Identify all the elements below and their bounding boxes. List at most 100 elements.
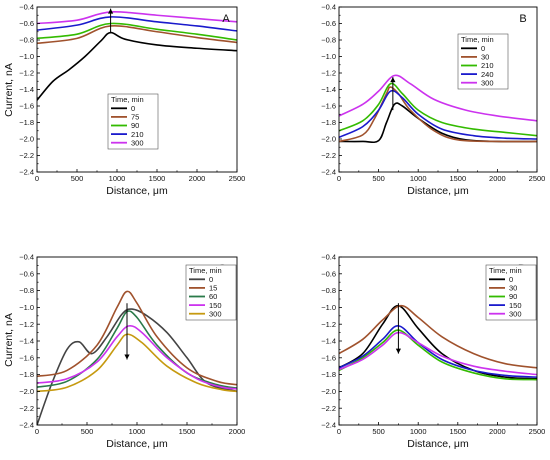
legend-label: 0 xyxy=(209,275,213,284)
series-line-90 xyxy=(339,329,537,381)
y-tick-label: −1.8 xyxy=(19,370,34,379)
y-tick-label: −0.4 xyxy=(321,253,336,262)
y-tick-label: −1.4 xyxy=(321,85,336,94)
y-tick-label: −1.4 xyxy=(19,85,34,94)
y-tick-label: −0.8 xyxy=(321,36,336,45)
y-tick-label: −0.8 xyxy=(321,286,336,295)
series-line-75 xyxy=(37,25,237,45)
legend-label: 300 xyxy=(131,138,144,147)
y-tick-label: −0.6 xyxy=(19,269,34,278)
legend-box xyxy=(107,93,159,150)
x-tick-label: 1000 xyxy=(129,427,146,436)
series-lines xyxy=(339,304,537,381)
plot-frame xyxy=(338,6,538,173)
y-tick-label: −2.0 xyxy=(19,387,34,396)
y-tick-label: −1.6 xyxy=(19,102,34,111)
series-line-90 xyxy=(37,22,237,41)
panel-d: 0 500 1000 1500 2000 2500−2.4−2.2−2.0−1.8−1.6… xyxy=(321,253,545,450)
legend-label: 300 xyxy=(509,309,522,318)
x-tick-label: 0 xyxy=(337,174,341,183)
series-line-150 xyxy=(37,324,237,390)
y-tick-label: −1.2 xyxy=(19,69,34,78)
legend-title: Time, min xyxy=(189,266,222,275)
y-tick-label: −1.6 xyxy=(321,353,336,362)
legend-title: Time, min xyxy=(489,266,522,275)
series-line-240 xyxy=(339,89,537,140)
x-tick-label: 500 xyxy=(81,427,94,436)
x-tick-label: 0 xyxy=(337,427,341,436)
x-tick-label: 1000 xyxy=(109,174,126,183)
x-tick-label: 500 xyxy=(372,174,385,183)
x-axis-title: Distance, μm xyxy=(106,185,168,197)
panel-b: 0 500 1000 1500 2000 2500 −2.4 −2.2 −2.0 −1.8 −1.6… xyxy=(321,3,545,197)
y-tick-label: −2.0 xyxy=(321,135,336,144)
y-tick-label: −1.0 xyxy=(19,52,34,61)
legend-label: 90 xyxy=(131,121,139,130)
legend-title: Time, min xyxy=(111,95,144,104)
trend-arrow-head xyxy=(395,348,401,354)
y-tick-label: −0.6 xyxy=(19,19,34,28)
series-line-30 xyxy=(339,304,537,369)
series-line-210 xyxy=(37,16,237,32)
series-line-15 xyxy=(37,290,237,386)
y-tick-label: −2.0 xyxy=(19,135,34,144)
y-tick-label: −1.0 xyxy=(321,303,336,312)
legend-box xyxy=(185,264,237,321)
x-tick-label: 0 xyxy=(35,174,39,183)
legend-label: 300 xyxy=(481,78,494,87)
panel-c: 0 500 1000 1500 2000−2.4−2.2−2.0−1.8−1.6−1.4… xyxy=(3,253,245,450)
y-tick-label: −0.4 xyxy=(19,253,34,262)
legend-label: 240 xyxy=(481,70,494,79)
y-axis-title: Current, nA xyxy=(3,63,15,117)
series-line-300 xyxy=(339,74,537,122)
y-tick-label: −0.8 xyxy=(19,36,34,45)
y-tick-label: −1.8 xyxy=(321,118,336,127)
legend-title: Time, min xyxy=(461,35,494,44)
x-tick-label: 2000 xyxy=(229,427,246,436)
legend-label: 15 xyxy=(209,284,217,293)
legend-label: 0 xyxy=(509,275,513,284)
legend-label: 0 xyxy=(131,104,135,113)
x-tick-label: 1500 xyxy=(179,427,196,436)
x-tick-label: 500 xyxy=(372,427,385,436)
y-tick-label: −2.2 xyxy=(321,404,336,413)
y-tick-label: −1.2 xyxy=(19,320,34,329)
y-tick-label: −2.4 xyxy=(19,421,34,430)
y-tick-label: −1.2 xyxy=(321,69,336,78)
y-tick-label: −1.4 xyxy=(19,337,34,346)
y-tick-label: −2.4 xyxy=(321,168,336,177)
legend-label: 0 xyxy=(481,44,485,53)
y-tick-label: −0.6 xyxy=(321,269,336,278)
y-tick-label: −1.8 xyxy=(321,370,336,379)
y-tick-label: −1.6 xyxy=(321,102,336,111)
legend-label: 150 xyxy=(209,301,222,310)
y-tick-label: −2.2 xyxy=(19,151,34,160)
y-axis-title: Current, nA xyxy=(3,313,15,367)
y-tick-label: −2.2 xyxy=(19,404,34,413)
panel-label: A xyxy=(222,13,230,25)
x-tick-label: 1500 xyxy=(149,174,166,183)
x-tick-label: 1500 xyxy=(449,174,466,183)
y-tick-label: −0.4 xyxy=(321,3,336,12)
legend-label: 300 xyxy=(209,309,222,318)
y-tick-label: −2.4 xyxy=(19,168,34,177)
series-line-300 xyxy=(37,11,237,25)
x-tick-label: 1500 xyxy=(449,427,466,436)
y-tick-label: −2.2 xyxy=(321,151,336,160)
x-axis-title: Distance, μm xyxy=(407,185,469,197)
y-tick-label: −2.0 xyxy=(321,387,336,396)
y-tick-label: −0.6 xyxy=(321,19,336,28)
x-tick-label: 2500 xyxy=(529,427,546,436)
x-tick-label: 1000 xyxy=(410,427,427,436)
legend-label: 60 xyxy=(209,292,217,301)
y-tick-label: −2.4 xyxy=(321,421,336,430)
legend-box xyxy=(485,264,537,321)
series-line-0 xyxy=(339,304,537,380)
y-tick-label: −0.8 xyxy=(19,286,34,295)
x-tick-label: 500 xyxy=(71,174,84,183)
trend-arrow-head xyxy=(108,8,114,14)
y-tick-label: −1.2 xyxy=(321,320,336,329)
legend-label: 30 xyxy=(481,53,489,62)
series-line-0 xyxy=(37,308,237,425)
